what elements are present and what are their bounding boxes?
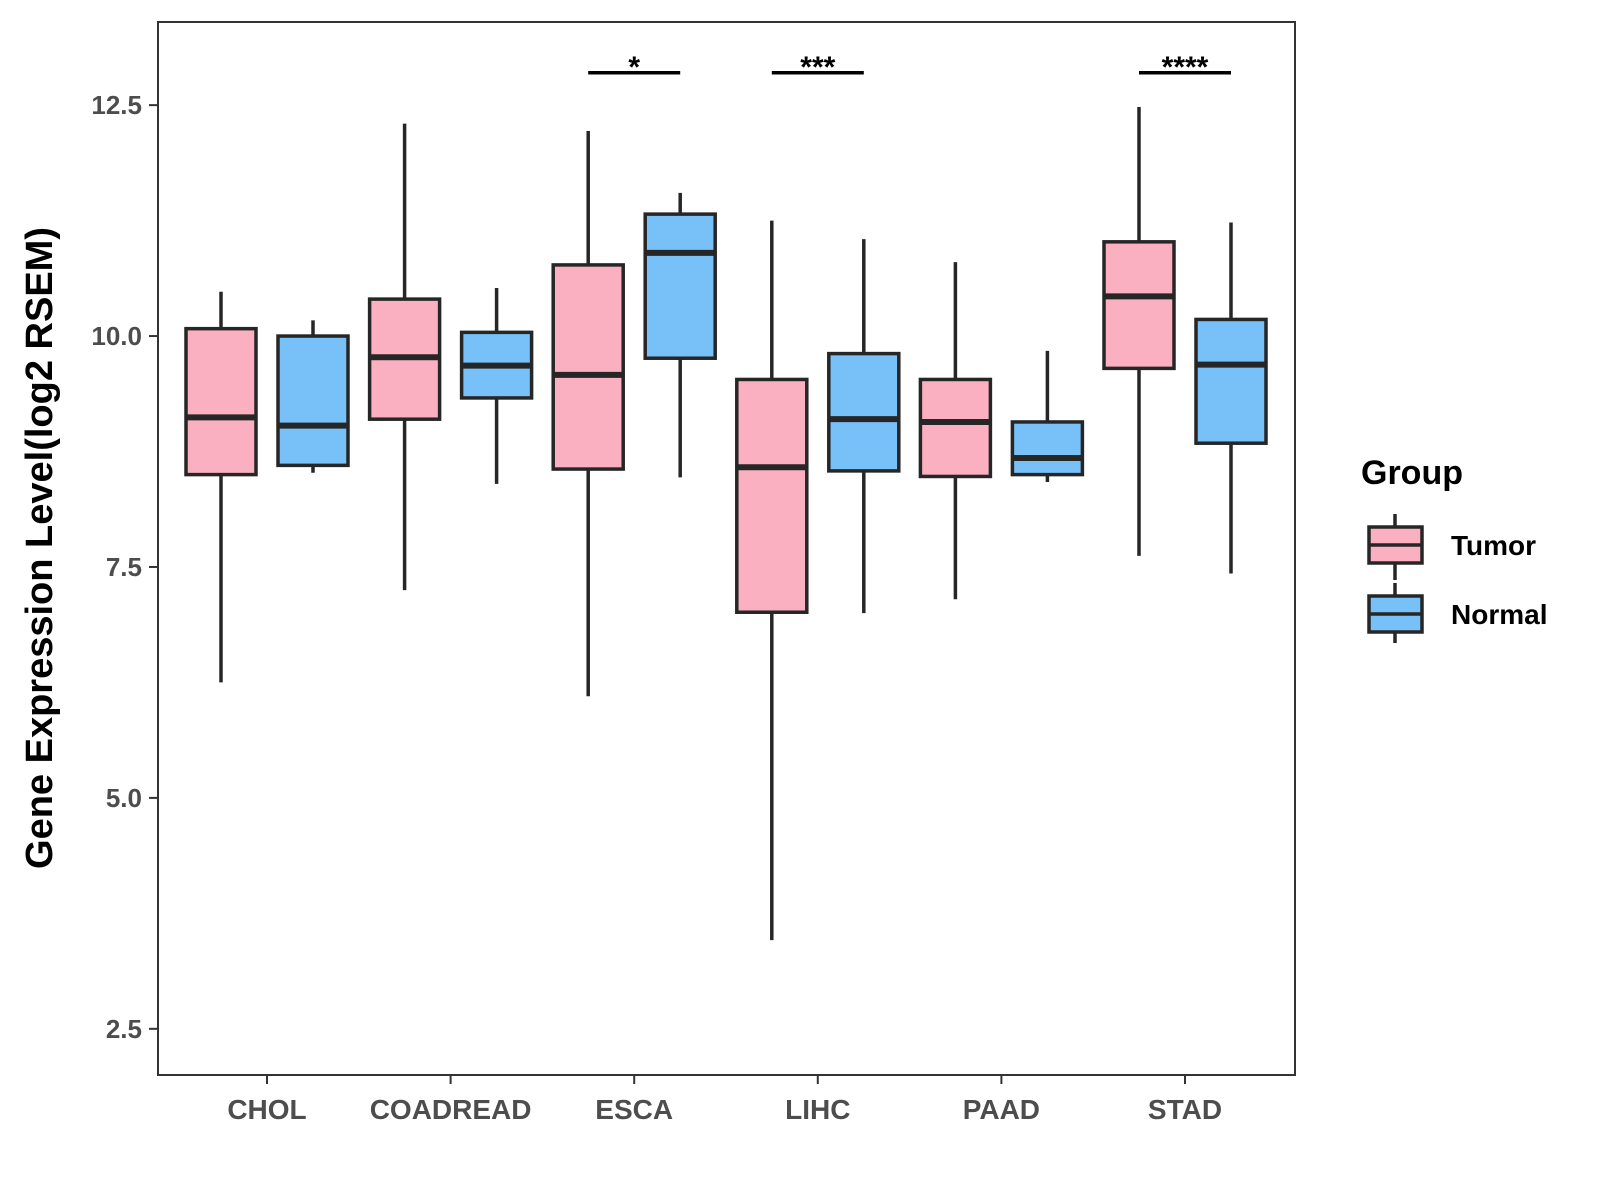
legend-title: Group <box>1361 454 1463 492</box>
x-tick-label-coadread: COADREAD <box>370 1094 532 1125</box>
y-tick-label: 7.5 <box>106 552 142 582</box>
box-tumor-esca <box>551 130 625 697</box>
significance-label: * <box>628 51 640 84</box>
legend-label-normal: Normal <box>1451 599 1547 630</box>
x-tick-label-lihc: LIHC <box>785 1094 850 1125</box>
y-tick-label: 5.0 <box>106 783 142 813</box>
y-tick-label: 10.0 <box>91 321 142 351</box>
iqr-box <box>643 212 717 360</box>
box-tumor-lihc <box>735 220 809 941</box>
iqr-box <box>735 377 809 614</box>
box-normal-esca <box>643 192 717 478</box>
legend-item-tumor: Tumor <box>1367 514 1536 580</box>
x-tick-label-paad: PAAD <box>963 1094 1040 1125</box>
box-normal-stad <box>1194 222 1268 574</box>
box-normal-chol <box>276 320 350 473</box>
plot-panel-border <box>157 21 1296 1076</box>
box-normal-coadread <box>459 288 534 484</box>
box-tumor-stad <box>1102 106 1176 556</box>
iqr-box <box>551 263 625 471</box>
significance-lihc: *** <box>771 51 864 84</box>
y-tick-label: 12.5 <box>91 90 142 120</box>
iqr-box <box>184 326 258 477</box>
significance-label: **** <box>1162 51 1209 84</box>
y-axis-title: Gene Expression Level(log2 RSEM) <box>19 227 61 869</box>
iqr-box <box>918 377 993 479</box>
x-tick-label-chol: CHOL <box>227 1094 306 1125</box>
legend-item-normal: Normal <box>1367 583 1547 643</box>
y-tick-label: 2.5 <box>106 1014 142 1044</box>
iqr-box <box>1194 317 1268 445</box>
iqr-box <box>827 351 901 473</box>
significance-esca: * <box>588 51 681 84</box>
y-axis: 2.5 5.0 7.5 10.0 12.5 <box>91 90 158 1044</box>
x-axis: CHOL COADREAD ESCA LIHC PAAD STAD <box>227 1075 1222 1125</box>
iqr-box <box>276 334 350 468</box>
x-tick-label-esca: ESCA <box>595 1094 673 1125</box>
legend-label-tumor: Tumor <box>1451 530 1536 561</box>
legend: Group Tumor Normal <box>1361 454 1547 643</box>
box-tumor-paad <box>918 262 993 600</box>
box-normal-paad <box>1010 350 1085 482</box>
significance-label: *** <box>800 51 835 84</box>
box-normal-lihc <box>827 239 901 614</box>
boxes-layer <box>184 106 1268 941</box>
iqr-box <box>1102 240 1176 371</box>
x-tick-label-stad: STAD <box>1148 1094 1222 1125</box>
box-tumor-coadread <box>367 123 442 591</box>
iqr-box <box>1010 420 1085 477</box>
significance-annotations: * *** **** <box>588 51 1231 84</box>
box-tumor-chol <box>184 291 258 683</box>
significance-stad: **** <box>1139 51 1231 84</box>
